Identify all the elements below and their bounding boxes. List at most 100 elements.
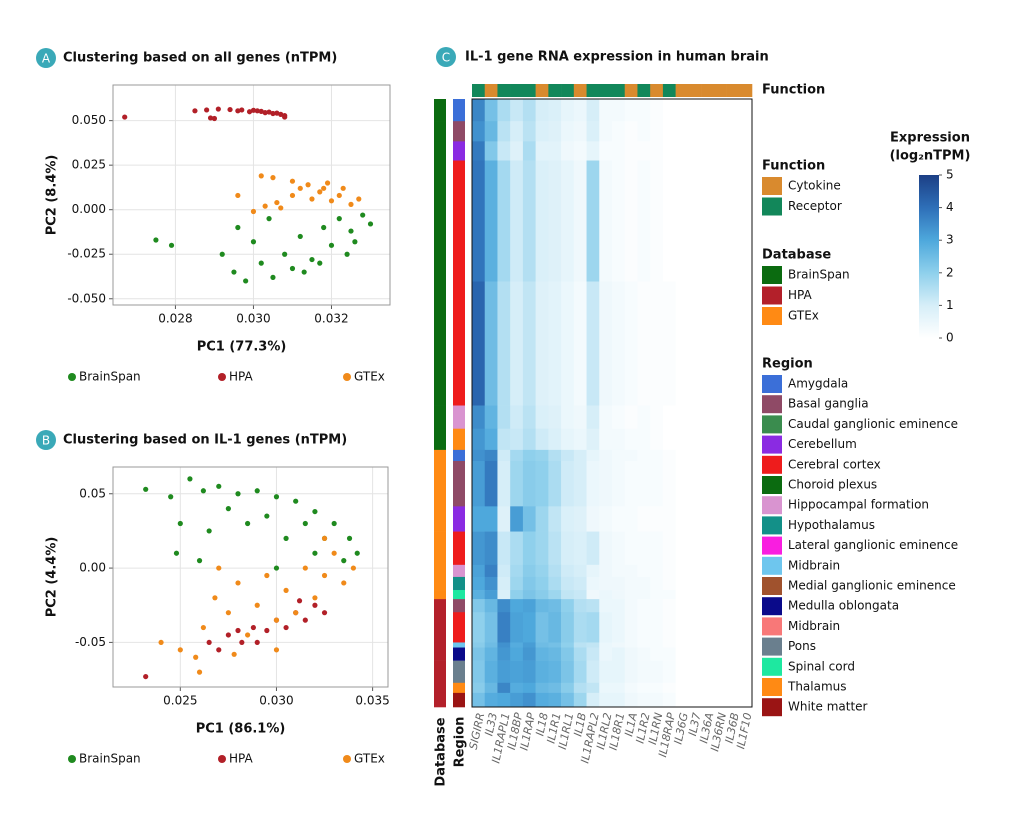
heat-cell [675,590,689,600]
database-cell [434,642,446,648]
heat-cell [726,660,740,684]
heat-cell [713,160,727,282]
point [282,114,288,120]
heat-cell [701,428,715,451]
point [258,260,264,266]
heat-cell [510,692,524,708]
y-tick-label: -0.05 [75,635,106,649]
heat-cell [484,564,498,578]
point [231,269,237,275]
heat-cell [612,612,626,643]
region-cell [453,590,465,600]
point [321,224,327,231]
point [254,108,260,114]
region-cell [453,564,465,578]
point [305,182,311,188]
heat-cell [522,642,536,648]
heat-cell [688,506,702,532]
heat-cell [726,612,740,643]
database-cell [434,160,446,282]
point [289,178,296,184]
heat-cell [637,660,651,684]
point [321,610,328,616]
point [278,205,284,211]
heat-cell [726,564,740,578]
heat-cell [561,160,575,282]
legend-label: GTEx [354,370,385,384]
point [360,212,366,218]
heat-cell [561,590,575,600]
heat-cell [472,281,486,406]
point [340,185,346,191]
legend-swatch [762,415,782,434]
heat-cell [688,647,702,661]
legend-label: Hypothalamus [788,518,875,532]
heat-cell [624,647,638,661]
legend-swatch [762,657,782,676]
heat-cell [713,599,727,613]
heat-cell [701,642,715,648]
point [216,647,222,653]
region-cell [453,160,465,282]
point [243,278,249,284]
heat-cell [739,531,753,566]
heat-cell [510,531,524,566]
legend-swatch [762,516,782,535]
point [341,558,347,564]
legend-label: Cerebral cortex [788,457,881,471]
heat-cell [548,647,562,661]
heat-cell [599,576,613,591]
heat-cell [561,647,575,661]
heat-cell [624,612,638,643]
heat-cell [510,99,524,122]
heat-cell [701,281,715,406]
heat-cell [675,682,689,694]
heat-cell [472,590,486,600]
point [324,180,331,186]
panel-badge [36,48,56,68]
heat-cell [535,141,549,161]
heat-cell [688,405,702,430]
heat-cell [586,660,600,684]
point [312,602,318,608]
heat-cell [739,428,753,451]
heat-cell [688,564,702,578]
heat-cell [612,647,626,661]
heat-cell [713,642,727,648]
legend-swatch [762,617,782,636]
heat-cell [586,692,600,708]
legend-swatch [762,577,782,595]
point [200,624,206,631]
heat-cell [599,428,613,451]
heat-cell [713,428,727,451]
colorbar-tick-label: 0 [946,331,954,345]
heat-cell [701,506,715,532]
heat-cell [713,692,727,708]
heat-cell [675,642,689,648]
function-cell [472,84,486,97]
x-tick-label: 0.035 [355,694,389,708]
x-tick-label: 0.025 [163,694,197,708]
point [200,488,206,494]
heat-cell [586,576,600,591]
heat-cell [535,564,549,578]
heat-cell [662,460,676,507]
database-cell [434,599,446,613]
heat-cell [497,660,511,684]
heat-cell [624,160,638,282]
region-cell [453,428,465,451]
panel-title: Clustering based on IL-1 genes (nTPM) [63,433,347,448]
heat-cell [561,660,575,684]
heat-cell [573,281,587,406]
heat-cell [612,99,626,122]
heat-cell [701,531,715,566]
heat-cell [472,506,486,532]
point [273,647,280,653]
legend-title: Function [762,159,825,174]
heat-cell [612,692,626,708]
heat-cell [548,564,562,578]
legend-label: White matter [788,700,868,714]
colorbar-title: Expression [890,131,970,146]
point [270,274,276,280]
heat-cell [510,576,524,591]
